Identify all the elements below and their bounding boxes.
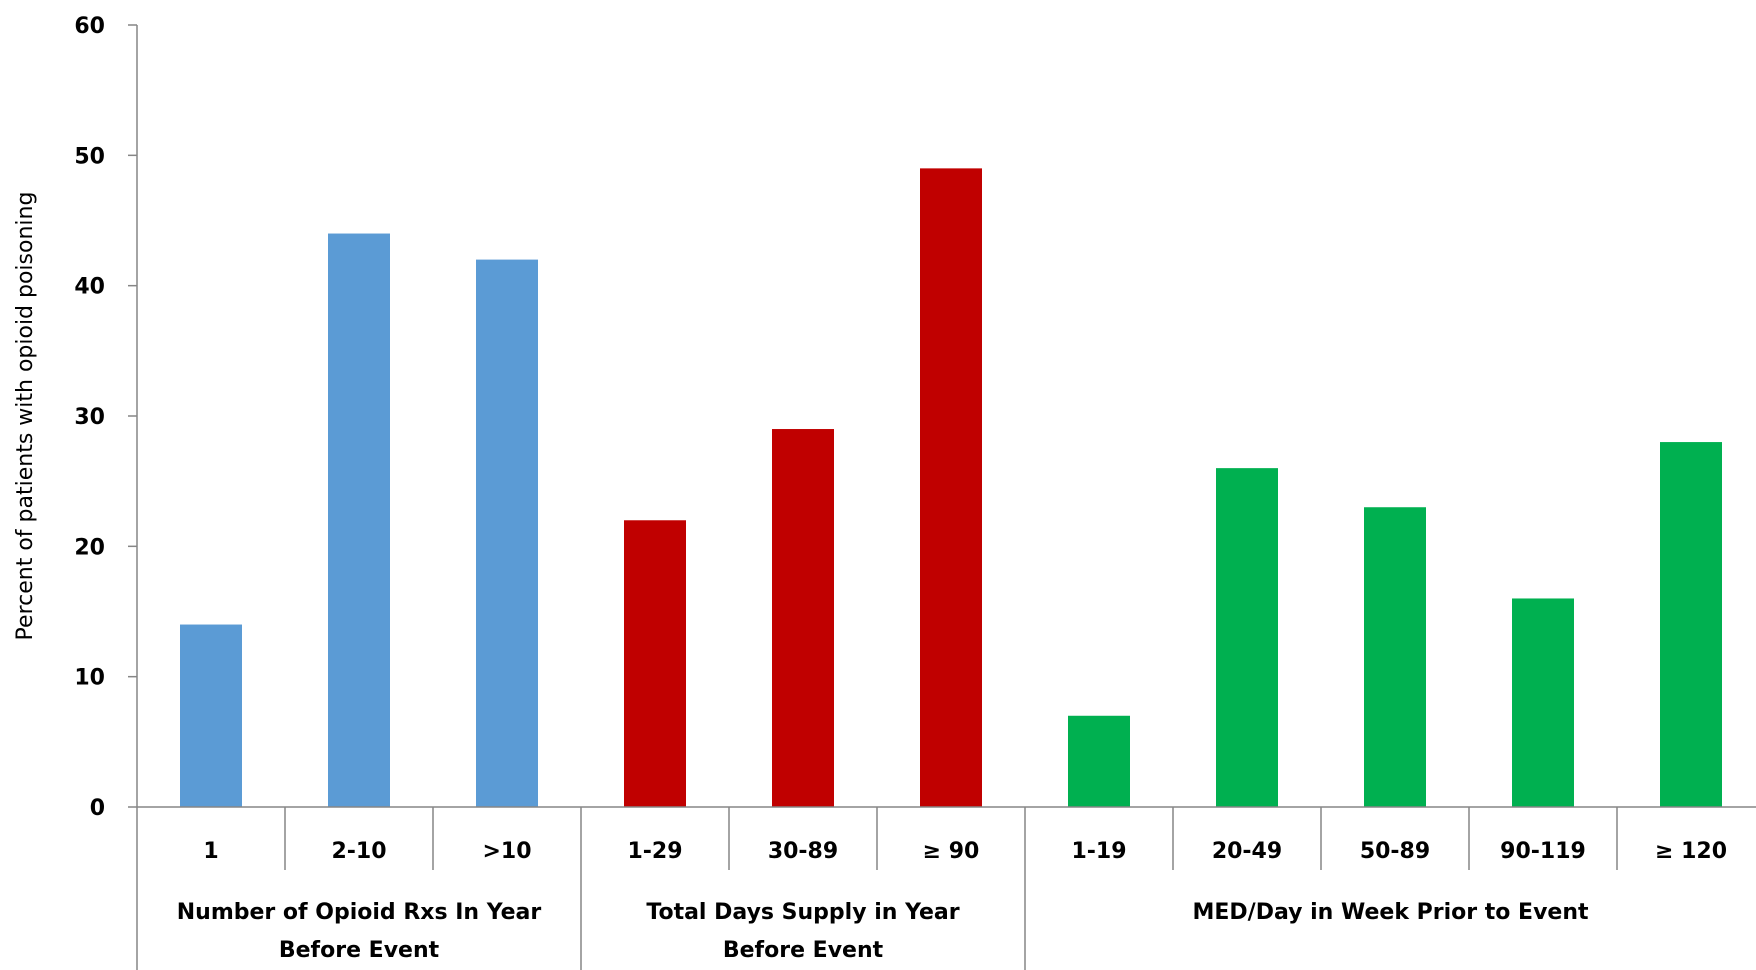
- bar-2-3: [920, 168, 982, 807]
- bar-1-1: [180, 624, 242, 807]
- y-tick-label: 50: [74, 144, 105, 169]
- x-category-label: 20-49: [1212, 839, 1282, 864]
- bar-3-5: [1660, 442, 1722, 807]
- x-group-label: Before Event: [279, 938, 440, 963]
- bar-3-3: [1364, 507, 1426, 807]
- x-category-label: ≥ 120: [1655, 839, 1727, 864]
- y-axis: 0 10 20 30 40 50 60: [74, 14, 138, 970]
- bar-3-1: [1068, 715, 1130, 807]
- x-category-label: 1-19: [1071, 839, 1126, 864]
- bar-3-2: [1216, 468, 1278, 807]
- y-axis-title: Percent of patients with opioid poisonin…: [13, 192, 38, 641]
- bar-3-4: [1512, 598, 1574, 807]
- y-tick-label: 40: [74, 275, 105, 300]
- y-tick-label: 30: [74, 405, 105, 430]
- bar-1-2: [328, 233, 390, 808]
- x-category-label: 2-10: [331, 839, 386, 864]
- x-category-label: 1: [203, 839, 218, 864]
- x-group-label: Total Days Supply in Year: [646, 900, 959, 925]
- x-category-label: >10: [482, 839, 531, 864]
- bars: [180, 168, 1722, 808]
- bar-2-1: [624, 520, 686, 807]
- y-tick-label: 0: [90, 796, 105, 821]
- x-group-label: Before Event: [723, 938, 884, 963]
- y-tick-label: 20: [74, 535, 105, 560]
- x-category-label: 30-89: [768, 839, 838, 864]
- x-category-label: 90-119: [1500, 839, 1586, 864]
- bar-2-2: [772, 429, 834, 807]
- x-category-label: 1-29: [627, 839, 682, 864]
- x-category-label: 50-89: [1360, 839, 1430, 864]
- y-tick-label: 60: [74, 14, 105, 39]
- y-tick-label: 10: [74, 666, 105, 691]
- x-category-label: ≥ 90: [923, 839, 980, 864]
- x-axis: 1 2-10 >10 Number of Opioid Rxs In Year Befo…: [137, 806, 1756, 970]
- x-group-label: Number of Opioid Rxs In Year: [177, 900, 542, 925]
- bar-1-3: [476, 259, 538, 808]
- x-group-label: MED/Day in Week Prior to Event: [1192, 900, 1589, 925]
